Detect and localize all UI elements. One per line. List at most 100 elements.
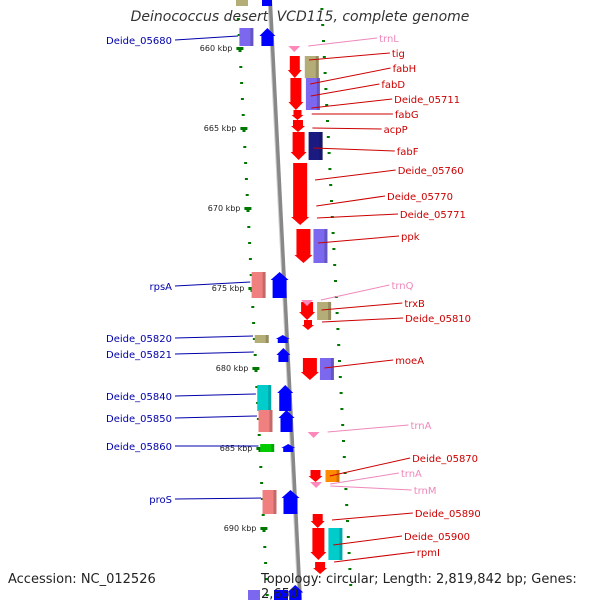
gene-label: Deide_05820 [106,334,172,345]
scale-tick [236,47,244,50]
gene-label: trnA [401,469,422,480]
scale-label: 680 kbp [216,364,249,373]
leader-line [334,551,415,563]
leader-line [313,147,395,152]
ruler-dot [323,72,327,74]
ruler-dot [253,354,257,356]
ruler-dot [258,450,262,452]
gene-label: Deide_05850 [106,414,172,425]
topology-text: Topology: circular; Length: 2,819,842 bp… [261,572,577,600]
ruler-dot [330,200,333,202]
gene-label: trnA [410,421,431,432]
ruler-dot [335,312,339,314]
ruler-dot [346,520,349,522]
trna-marker [307,432,320,438]
ruler-dot [321,24,325,26]
ruler-dot [265,594,269,596]
forward-cds-arrow [290,132,307,160]
leader-line [331,512,413,521]
ruler-dot [236,18,240,20]
leader-line [174,393,256,397]
ruler-dot [347,552,351,554]
ruler-dot [237,34,241,36]
scale-label: 665 kbp [204,124,237,133]
ruler-dot [252,322,256,324]
cog-box-shade [262,272,266,298]
accession-text: Accession: NC_012526 [8,572,156,587]
scale-label: 660 kbp [200,44,233,53]
ruler-dot [322,40,325,42]
cog-box-shade [315,56,319,78]
scale-label: 675 kbp [212,284,245,293]
gene-label: trnM [414,486,437,497]
scale-tick [256,447,264,450]
leader-line [174,281,251,287]
ruler-dot [240,98,244,100]
cog-box-shade [268,385,272,411]
gene-label: trnQ [391,281,413,292]
cog-box [239,28,254,46]
ruler-dot [324,88,328,90]
ruler-dot [257,434,261,436]
reverse-cds-arrow [275,335,290,343]
gene-label: trxB [404,299,425,310]
ruler-dot [248,242,252,244]
gene-label: Deide_05900 [404,532,470,543]
scale-tick [240,127,248,130]
cog-box-shade [328,302,332,320]
leader-line [308,37,378,47]
leader-line [318,235,400,244]
gene-label: rpmI [417,548,440,559]
cog-box [319,358,334,380]
cog-box-shade [271,444,275,452]
scale-label: 670 kbp [208,204,241,213]
ruler-dot [242,130,246,132]
gene-label: acpP [384,125,408,136]
ruler-dot [342,456,346,458]
gene-label: ppk [401,232,420,243]
reverse-cds-arrow [281,444,296,452]
gene-label: fabG [395,110,419,121]
reverse-cds-arrow [287,585,304,600]
ruler-dot [349,584,353,586]
forward-cds-arrow [313,562,328,574]
ruler-dot [259,466,263,468]
reverse-cds-arrow [262,0,272,6]
leader-line [310,83,380,97]
leader-line [333,535,403,546]
ruler-dot [260,498,264,500]
leader-line [324,359,394,369]
ruler-dot [345,504,349,506]
scale-tick [260,527,268,530]
cog-box-shade [324,229,328,263]
gene-label: Deide_05860 [106,442,172,453]
gene-label: tig [392,49,405,60]
gene-label: Deide_05711 [394,95,460,106]
forward-cds-arrow [300,358,319,380]
cog-box-shade [319,132,323,160]
reverse-cds-arrow [278,410,295,432]
ruler-dot [254,370,258,372]
gene-label: Deide_05770 [387,192,453,203]
ruler-dot [256,418,260,420]
ruler-dot [337,344,341,346]
ruler-dot [244,178,248,180]
gene-label: moeA [395,356,424,367]
trna-marker [288,46,301,52]
cog-box [308,132,323,160]
gene-label: fabF [397,147,419,158]
ruler-dot [243,146,247,148]
gene-label: Deide_05771 [400,210,466,221]
forward-cds-arrow [291,120,305,132]
gene-label: fabD [381,80,405,91]
cog-box [248,590,260,600]
reverse-cds-arrow [281,490,300,514]
reverse-cds-arrow [277,385,294,411]
cog-box-shade [336,470,340,482]
gene-label: Deide_05760 [398,166,464,177]
ruler-dot [251,306,255,308]
leader-line [316,213,398,219]
cog-box-shade [269,410,273,432]
ruler-dot [328,168,332,170]
